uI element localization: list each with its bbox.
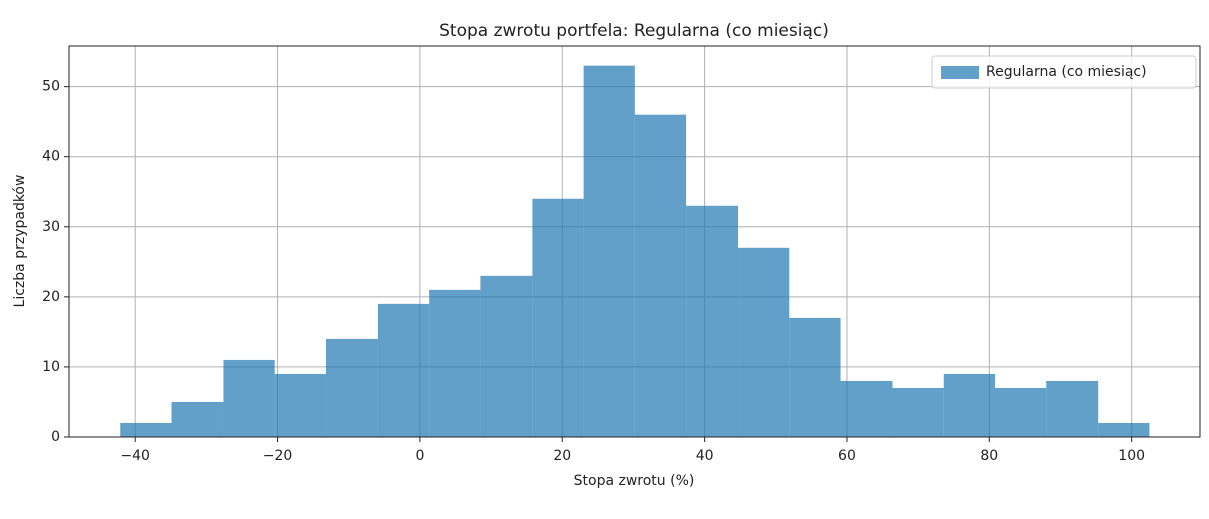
x-tick-label: 100 <box>1118 448 1145 464</box>
x-tick-label: 60 <box>838 448 856 464</box>
x-tick-label: −40 <box>120 448 150 464</box>
x-tick-label: 80 <box>980 448 998 464</box>
x-tick-label: 40 <box>696 448 714 464</box>
bar <box>532 198 584 437</box>
bar <box>377 303 430 437</box>
legend-box <box>931 55 1197 89</box>
y-tick-label: 30 <box>42 219 60 235</box>
bar <box>583 65 635 438</box>
y-tick-label: 50 <box>42 79 60 95</box>
y-axis-label: Liczba przypadków <box>12 175 28 308</box>
bar <box>1098 422 1150 437</box>
legend-swatch <box>941 66 979 79</box>
bar <box>171 401 224 437</box>
x-tick-label: 0 <box>415 448 424 464</box>
bar <box>325 338 378 437</box>
x-axis-label: Stopa zwrotu (%) <box>574 473 695 489</box>
x-tick-label: 20 <box>553 448 571 464</box>
plot-frame <box>68 45 1201 438</box>
bar <box>840 380 893 437</box>
bar <box>120 422 172 437</box>
y-tick-label: 0 <box>51 429 60 445</box>
bar <box>995 387 1047 437</box>
bar <box>789 317 841 437</box>
bar <box>738 247 790 437</box>
bar <box>480 275 533 437</box>
y-tick-label: 10 <box>42 359 60 375</box>
bar <box>1046 380 1099 437</box>
chart-title: Stopa zwrotu portfela: Regularna (co mie… <box>439 21 829 41</box>
bar <box>892 387 944 437</box>
y-tick-label: 20 <box>42 289 60 305</box>
legend-label: Regularna (co miesiąc) <box>986 64 1147 80</box>
x-tick-label: −20 <box>263 448 293 464</box>
bar <box>943 373 996 437</box>
bar <box>686 205 739 437</box>
bar <box>223 359 275 437</box>
bar <box>274 373 326 437</box>
bar <box>634 114 687 437</box>
bar <box>429 289 481 437</box>
y-tick-label: 40 <box>42 149 60 165</box>
